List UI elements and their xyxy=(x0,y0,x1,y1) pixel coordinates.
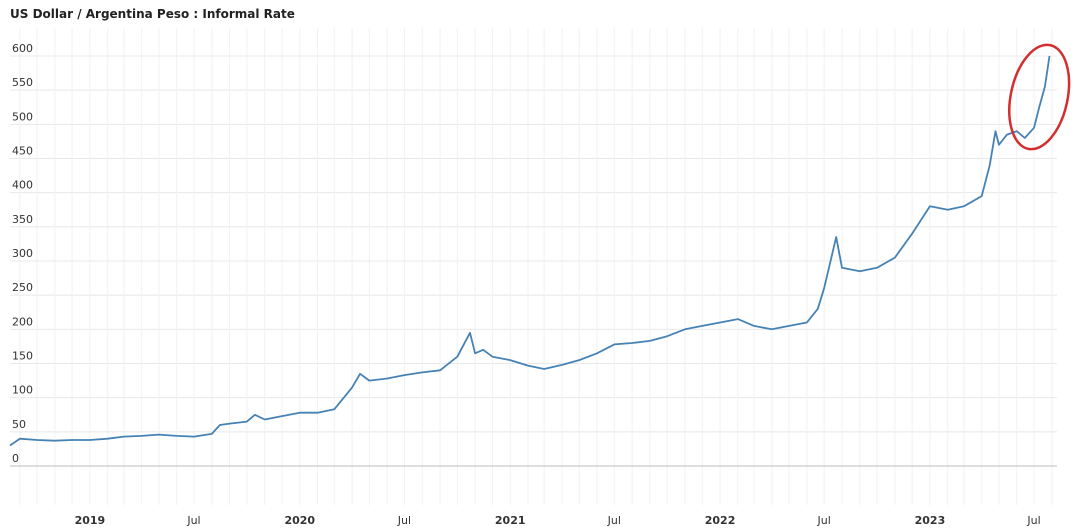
x-tick-label: Jul xyxy=(397,514,411,527)
y-tick-label: 450 xyxy=(12,145,33,158)
x-tick-label: Jul xyxy=(607,514,621,527)
x-tick-label: 2022 xyxy=(705,514,736,527)
y-tick-label: 200 xyxy=(12,315,33,328)
y-tick-label: 50 xyxy=(12,418,26,431)
x-tick-label: 2023 xyxy=(915,514,946,527)
y-tick-label: 250 xyxy=(12,281,33,294)
y-tick-label: 500 xyxy=(12,110,33,123)
highlight-ellipse xyxy=(1008,43,1071,151)
x-tick-label: 2021 xyxy=(495,514,526,527)
y-tick-label: 600 xyxy=(12,42,33,55)
grid xyxy=(10,28,1057,505)
y-axis-ticks: 0 50 100 150 200 250 300 350 400 450 500 550 600 xyxy=(12,42,33,465)
y-tick-label: 0 xyxy=(12,452,19,465)
y-tick-label: 300 xyxy=(12,247,33,260)
y-tick-label: 550 xyxy=(12,76,33,89)
y-tick-label: 100 xyxy=(12,384,33,397)
y-tick-label: 150 xyxy=(12,350,33,363)
x-tick-label: 2019 xyxy=(75,514,106,527)
series-line xyxy=(9,55,1051,447)
y-tick-label: 350 xyxy=(12,213,33,226)
x-axis-ticks: 2019 Jul 2020 Jul 2021 Jul 2022 Jul 2023 Jul xyxy=(75,514,1041,527)
y-tick-label: 400 xyxy=(12,179,33,192)
chart-title: US Dollar / Argentina Peso : Informal Ra… xyxy=(10,7,295,21)
x-tick-label: 2020 xyxy=(284,514,315,527)
x-tick-label: Jul xyxy=(1026,514,1040,527)
x-tick-label: Jul xyxy=(186,514,200,527)
x-tick-label: Jul xyxy=(817,514,831,527)
